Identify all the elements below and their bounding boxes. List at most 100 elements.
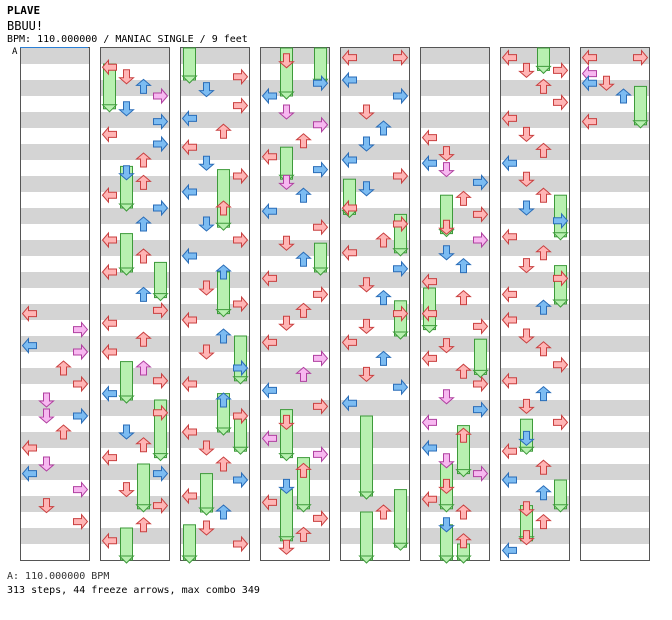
step-arrow-down [278,53,295,69]
step-arrow-left [261,382,277,399]
step-arrow-left [501,110,517,127]
step-arrow-up [375,504,392,520]
step-arrow-up [135,331,152,347]
step-arrow-down [278,315,295,331]
step-arrow-up [215,392,232,408]
step-arrow-down [518,171,535,187]
step-arrow-down [38,456,55,472]
step-arrow-down [198,82,215,98]
step-arrow-down [118,424,135,440]
freeze-arrow [392,300,409,340]
step-arrow-right [233,68,249,86]
step-arrow-up [215,328,232,344]
step-arrow-right [313,446,329,463]
freeze-arrow [181,47,198,84]
step-arrow-up [535,142,552,158]
step-arrow-left [581,65,597,82]
bpm-legend: A: 110.000000 BPM [7,571,110,582]
step-arrow-down [38,392,55,408]
step-arrow-up [295,302,312,318]
step-arrow-right [153,135,169,153]
step-arrow-left [261,494,277,511]
freeze-arrow [152,399,169,462]
step-arrow-down [198,216,215,232]
step-arrow-left [21,439,37,457]
step-arrow-up [135,286,152,302]
chart-meta-line: BPM: 110.000000 / MANIAC SINGLE / 9 feet [7,34,248,45]
step-arrow-left [101,126,117,143]
step-arrow-up [295,251,312,267]
step-arrow-right [73,407,89,425]
section-start-line [20,47,88,48]
step-arrow-left [261,334,277,351]
step-arrow-down [518,126,535,143]
step-arrow-down [438,162,455,178]
step-arrow-up [215,456,232,472]
step-arrow-left [421,414,437,431]
step-arrow-up [455,504,472,520]
freeze-arrow [232,335,249,385]
step-arrow-down [358,318,375,335]
chart-column-8 [580,47,650,561]
step-arrow-left [261,87,277,105]
step-arrow-right [233,167,249,185]
step-arrow-left [421,439,437,457]
step-arrow-left [421,305,437,322]
step-arrow-right [313,218,329,236]
step-arrow-right [313,398,329,415]
step-arrow-left [501,49,517,66]
step-arrow-left [421,350,437,367]
step-arrow-right [73,513,89,530]
step-arrow-up [455,427,472,443]
freeze-arrow [552,265,569,308]
step-arrow-right [553,270,569,287]
step-arrow-up [295,133,312,149]
freeze-arrow [101,63,118,113]
freeze-arrow [632,85,649,129]
step-arrow-up [215,200,232,216]
freeze-arrow [552,194,569,241]
step-arrow-up [615,88,632,104]
step-arrow-left [501,286,517,303]
step-arrow-down [198,155,215,171]
step-arrow-right [153,404,169,422]
step-arrow-down [198,280,215,296]
step-arrow-left [181,311,197,329]
step-arrow-left [501,372,517,390]
step-arrow-left [581,74,597,92]
step-arrow-left [341,151,357,169]
step-arrow-down [278,478,295,495]
step-arrow-right [153,199,169,217]
step-arrow-right [313,286,329,303]
step-arrow-left [101,263,117,281]
step-arrow-left [181,375,197,393]
step-arrow-right [153,113,169,130]
step-arrow-right [153,87,169,105]
step-arrow-right [153,497,169,514]
step-arrow-left [101,449,117,466]
step-arrow-right [473,318,489,335]
step-arrow-up [135,248,152,264]
step-arrow-right [153,302,169,319]
step-arrow-left [181,487,197,505]
step-arrow-right [233,295,249,313]
freeze-arrow [118,361,135,404]
step-arrow-left [101,231,117,249]
freeze-arrow [135,463,152,513]
step-arrow-up [215,504,232,520]
freeze-arrow [472,338,489,379]
step-arrow-right [313,161,329,178]
step-arrow-down [358,277,375,293]
step-arrow-right [473,465,489,482]
freeze-arrow [535,47,552,75]
step-arrow-down [518,258,535,274]
step-arrow-left [261,148,277,166]
section-marker: A [11,47,19,57]
step-arrow-up [135,174,152,190]
step-arrow-right [393,305,409,322]
step-arrow-up [535,485,552,501]
step-arrow-up [535,78,552,94]
step-arrow-up [455,363,472,379]
freeze-arrow [232,418,249,455]
step-arrow-up [215,123,232,139]
